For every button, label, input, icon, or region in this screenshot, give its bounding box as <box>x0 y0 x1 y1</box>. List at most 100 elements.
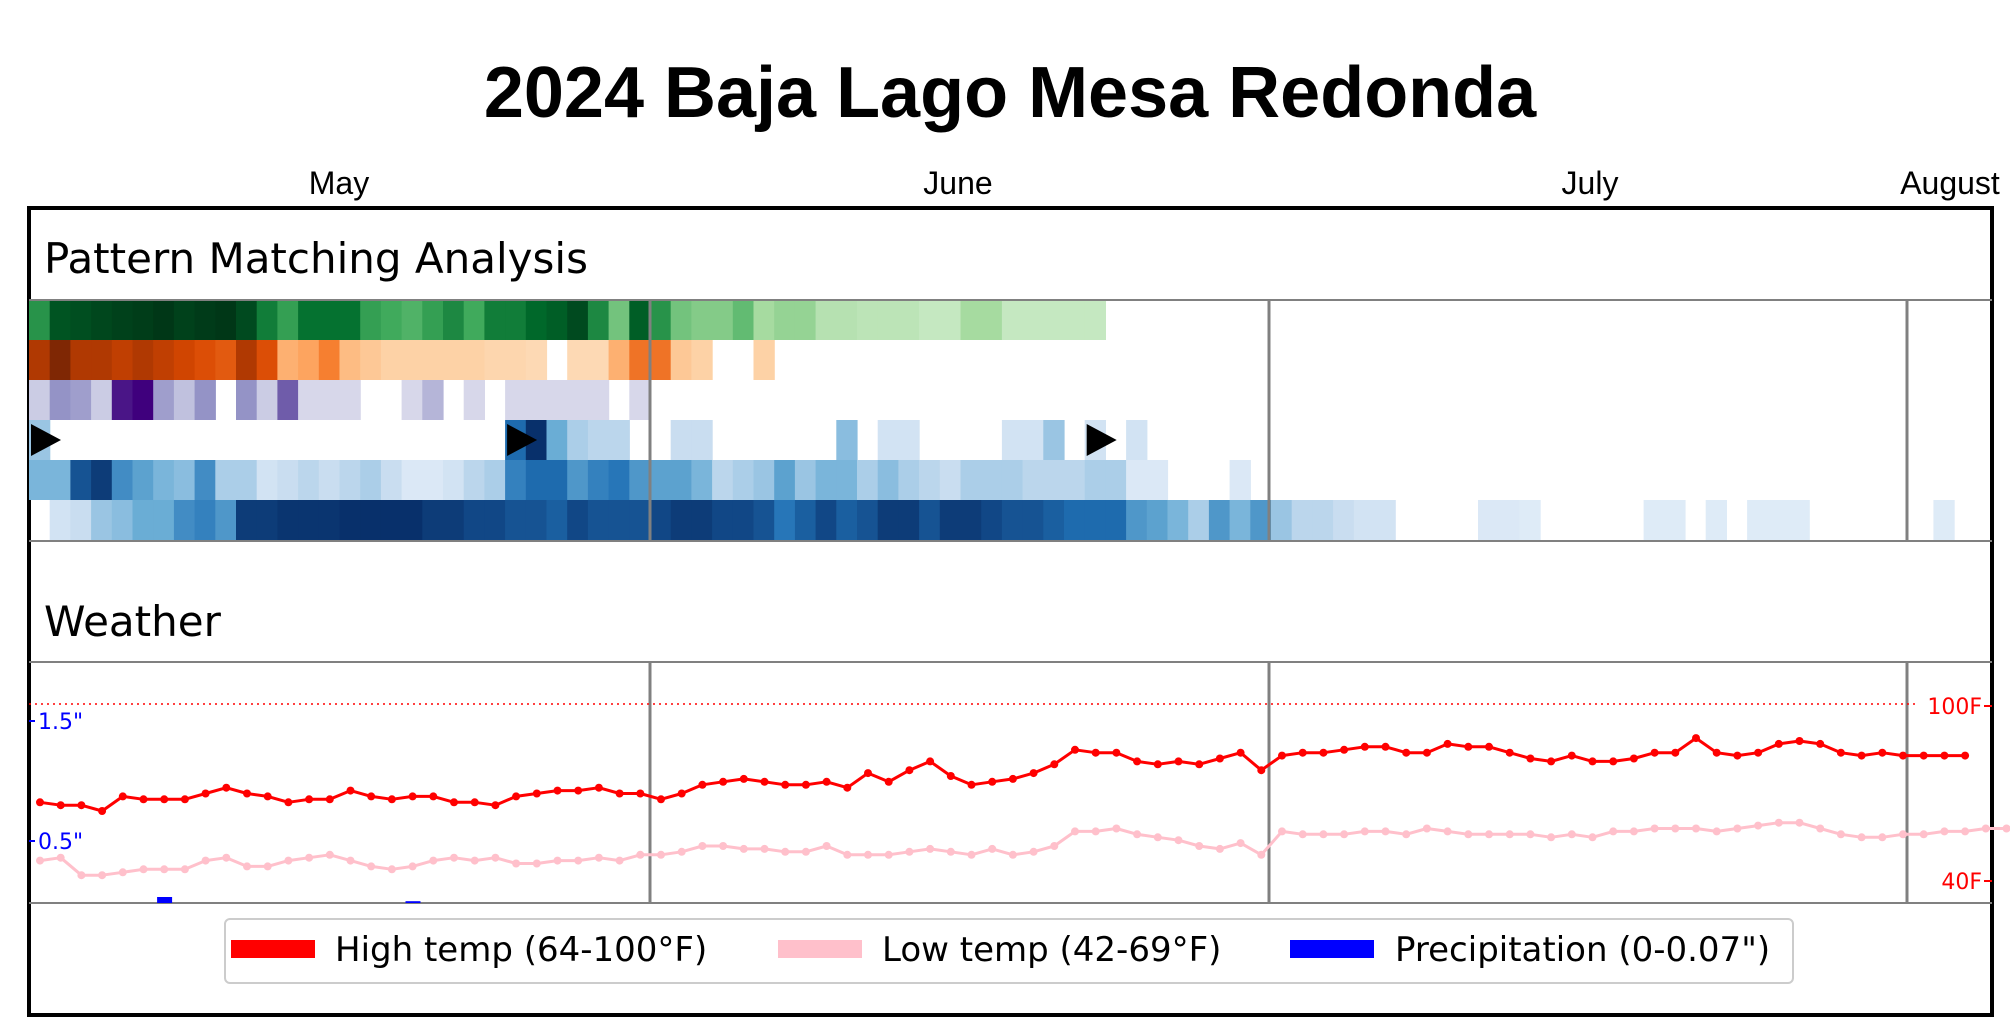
high-temp-point <box>574 786 583 795</box>
low-temp-point <box>1174 836 1183 845</box>
low-temp-point <box>967 850 976 859</box>
heatmap-cell <box>215 340 237 380</box>
heatmap-cell <box>505 460 527 500</box>
heatmap-cell <box>91 500 113 540</box>
low-temp-point <box>1133 830 1142 839</box>
heatmap-cell <box>608 340 630 380</box>
heatmap-cell <box>70 380 92 420</box>
heatmap-cell <box>443 300 465 340</box>
heatmap-cell <box>70 340 92 380</box>
high-temp-point <box>781 780 790 789</box>
heatmap-cell <box>49 340 71 380</box>
heatmap-cell <box>1312 500 1334 540</box>
heatmap-cell <box>339 340 361 380</box>
heatmap-cell <box>484 300 506 340</box>
low-temp-point <box>36 856 44 865</box>
low-temp-point <box>553 856 562 865</box>
heatmap-cell <box>1167 500 1189 540</box>
heatmap-cell <box>691 460 713 500</box>
high-temp-point <box>719 777 728 786</box>
low-temp-point <box>201 856 210 865</box>
heatmap-cell <box>587 460 610 500</box>
heatmap-cell <box>712 460 734 500</box>
high-temp-point <box>1919 751 1928 760</box>
heatmap-cell <box>49 380 71 420</box>
heatmap-cell <box>774 300 796 340</box>
low-temp-point <box>1340 830 1349 839</box>
heatmap-cell <box>111 300 134 340</box>
high-temp-point <box>739 774 748 783</box>
heatmap-cell <box>318 500 341 540</box>
heatmap-cell <box>401 500 423 540</box>
heatmap-cell <box>215 500 237 540</box>
low-temp-point <box>843 850 852 859</box>
heatmap-cell <box>753 300 775 340</box>
legend-label-high: High temp (64-100°F) <box>335 930 707 970</box>
low-temp-point <box>1629 827 1638 836</box>
heatmap-cell <box>1519 500 1541 540</box>
high-temp-point <box>98 807 107 815</box>
high-temp-point <box>1071 745 1079 754</box>
heatmap-cell <box>277 340 299 380</box>
heatmap-row-1 <box>29 300 1106 340</box>
low-temp-point <box>739 844 748 853</box>
heatmap-cell <box>318 380 341 420</box>
high-temp-point <box>1381 742 1390 751</box>
panel-frames <box>29 299 1992 904</box>
low-temp-point <box>1754 821 1763 830</box>
heatmap-cell <box>318 300 341 340</box>
heatmap-cell <box>380 340 403 380</box>
pattern-marker <box>507 424 538 456</box>
heatmap-cell <box>608 300 630 340</box>
heatmap-cell <box>132 340 154 380</box>
heatmap-cell <box>836 460 858 500</box>
high-temp-point <box>201 789 210 798</box>
heatmap-cell <box>70 500 92 540</box>
precipitation-bars <box>157 897 421 903</box>
low-temp-point <box>1050 842 1059 850</box>
low-temp-point <box>1712 827 1721 836</box>
heatmap-cell <box>49 300 71 340</box>
heatmap-cell <box>401 380 423 420</box>
heatmap-cell <box>422 300 444 340</box>
heatmap-cell <box>546 300 568 340</box>
high-temp-point <box>801 780 810 789</box>
heatmap-cell <box>981 460 1003 500</box>
heatmap-cell <box>1126 500 1148 540</box>
heatmap-cell <box>546 380 568 420</box>
low-temp-point <box>512 859 521 868</box>
heatmap-cell <box>49 460 71 500</box>
high-temp-point <box>1878 748 1887 757</box>
section-title-weather: Weather <box>44 597 222 646</box>
pattern-marker <box>31 424 61 456</box>
high-temp-point <box>594 783 603 792</box>
heatmap-cell <box>691 420 713 460</box>
low-temp-point <box>98 871 107 880</box>
high-temp-point <box>222 783 231 792</box>
heatmap-cell <box>1767 500 1790 540</box>
heatmap-cell <box>132 500 154 540</box>
low-temp-point <box>926 844 935 853</box>
heatmap-cell <box>939 460 962 500</box>
heatmap-cell <box>215 300 237 340</box>
high-temp-point <box>822 777 831 786</box>
heatmap-cell <box>981 500 1003 540</box>
heatmap-cell <box>1353 500 1376 540</box>
precip-axis: 1.5" 0.5" <box>29 710 83 855</box>
low-temp-point <box>1567 830 1576 839</box>
high-temp-point <box>1899 751 1907 760</box>
heatmap-cell <box>1064 500 1086 540</box>
high-temp-point <box>1402 748 1411 757</box>
low-temp-point <box>615 856 624 865</box>
legend: High temp (64-100°F) Low temp (42-69°F) … <box>224 918 1794 984</box>
heatmap-cell <box>401 300 423 340</box>
heatmap-cell <box>670 340 692 380</box>
heatmap-cell <box>29 340 51 380</box>
low-temp-point <box>1029 847 1038 856</box>
low-temp-point <box>450 853 458 862</box>
high-temp-point <box>1029 769 1038 778</box>
low-temp-point <box>180 865 189 874</box>
low-temp-point <box>387 865 396 874</box>
low-temp-series <box>36 818 2010 880</box>
high-temp-point <box>864 769 872 778</box>
